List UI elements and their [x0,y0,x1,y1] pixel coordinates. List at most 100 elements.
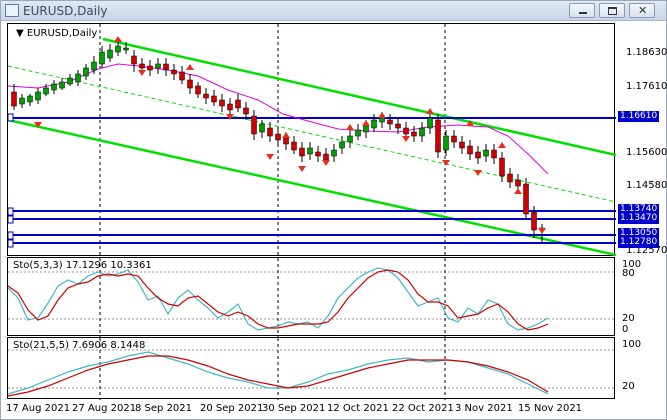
candle-body [299,147,305,157]
candle-body [19,97,25,105]
candle-body [219,99,225,107]
stoch2-level-20: 20 [622,381,635,392]
channel-lower [8,118,616,257]
candle-body [147,65,153,71]
restore-button[interactable] [599,3,625,18]
candle-body [531,211,537,231]
candle-body [371,119,377,129]
candle-body [115,45,121,53]
date-label-2: 27 Aug 2021 [72,403,137,414]
candle-body [83,67,89,77]
candle-body [275,133,281,141]
stochastic-5-3-3-panel[interactable]: Sto(5,3,3) 17.1296 10.3361 [7,257,616,337]
stochastic-21-5-5-panel[interactable]: Sto(21,5,5) 7.6906 8.1448 [7,337,616,400]
candle-body [227,103,233,111]
date-label-9: 15 Nov 2021 [518,403,583,414]
date-label-5: 30 Sep 2021 [262,403,326,414]
fractal-arrow [538,228,546,234]
stoch2-level-100: 100 [622,339,642,350]
stoch1-level-0: 0 [622,324,629,335]
fractal-arrow [362,120,370,126]
stoch1-signal-line [8,269,549,331]
channel-upper [102,37,616,157]
candle-body [123,47,129,51]
stoch1-level-20: 20 [622,313,635,324]
date-label-8: 3 Nov 2021 [455,403,513,414]
close-button[interactable]: ✕ [629,3,655,18]
candle-body [467,145,473,155]
fractal-arrow [34,122,42,128]
minimize-button[interactable] [569,3,595,18]
candle-body [139,63,145,69]
price-plot[interactable]: ▼ EURUSD,Daily [7,23,616,257]
chart-area[interactable]: ▼ EURUSD,Daily 1.18630 1.17610 1.15600 1… [4,23,667,419]
candle-body [67,77,73,85]
candle-body [355,129,361,137]
stoch2-label: Sto(21,5,5) 7.6906 8.1448 [13,340,146,351]
candle-body [507,173,513,183]
fractal-arrow [138,70,146,76]
candle-body [379,117,385,123]
candle-body [267,127,273,137]
candle-body [339,141,345,149]
level-tag-3: 1.13470 [618,213,660,224]
candle-body [291,141,297,151]
stoch1-label: Sto(5,3,3) 17.1296 10.3361 [13,260,152,271]
candle-body [27,95,33,103]
fractal-markers [34,36,546,234]
close-icon: ✕ [638,5,648,17]
candle-body [395,123,401,129]
fractal-arrow [378,112,386,118]
level-tag-4: 1.13050 [618,228,660,239]
candle-body [323,153,329,161]
candle-body [187,79,193,89]
fractal-arrow [498,142,506,148]
moving-average [8,63,549,175]
candle-body [195,85,201,95]
candle-body [475,151,481,159]
candle-body [347,135,353,143]
date-label-4: 20 Sep 2021 [200,403,264,414]
candle-body [131,55,137,65]
date-label-6: 12 Oct 2021 [327,403,389,414]
stoch1-main-line [8,267,549,331]
fractal-arrow [114,36,122,42]
minimize-icon [579,12,587,14]
candle-body [163,63,169,71]
candle-body [35,91,41,101]
fractal-arrow [402,136,410,142]
candle-body [155,63,161,69]
candle-body [387,119,393,125]
candle-body [211,95,217,103]
candle-body [411,131,417,137]
fractal-arrow [322,160,330,166]
candle-body [307,147,313,155]
fractal-arrow [346,124,354,130]
candle-body [443,135,449,151]
candle-body [419,127,425,137]
candle-body [331,149,337,157]
symbol-text: EURUSD,Daily [26,28,98,39]
candle-body [235,99,241,109]
title-bar[interactable]: EURUSD,Daily ✕ [1,1,666,21]
date-label-7: 22 Oct 2021 [392,403,454,414]
candle-body [179,71,185,81]
candle-body [203,93,209,99]
candle-body [59,81,65,89]
candle-body [523,183,529,215]
date-label-3: 8 Sep 2021 [135,403,193,414]
price-label-2: 1.17610 [626,81,667,92]
candles-group [11,40,545,244]
candle-body [43,87,49,95]
date-label-1: 17 Aug 2021 [6,403,71,414]
candle-body [499,157,505,177]
candle-body [91,61,97,71]
candle-body [515,179,521,187]
fractal-arrow [298,166,306,172]
price-label-1: 1.18630 [626,47,667,58]
candle-body [251,115,257,135]
symbol-label: ▼ EURUSD,Daily [16,28,98,39]
stoch2-signal-line [8,355,549,397]
chart-window-icon [5,4,19,17]
stoch2-svg [8,338,616,400]
